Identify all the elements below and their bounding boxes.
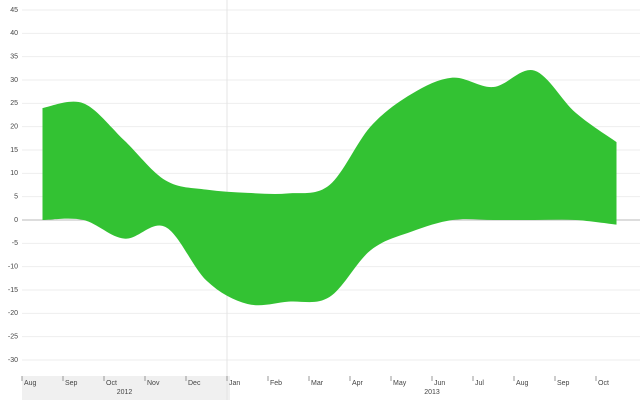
y-tick-label: 45 [10,7,18,14]
y-tick-label: 25 [10,100,18,107]
y-tick-label: 5 [14,194,18,201]
x-group-label: 2012 [117,389,133,396]
y-tick-label: 15 [10,147,18,154]
x-tick-label: Feb [270,380,282,387]
y-tick-label: -10 [8,264,18,271]
x-tick-label: Aug [24,380,37,387]
x-tick-label: Mar [311,380,324,387]
x-tick-label: Nov [147,380,160,387]
y-tick-label: 0 [14,217,18,224]
y-tick-label: 10 [10,170,18,177]
x-tick-label: Jan [229,380,240,387]
x-tick-label: Jun [434,380,445,387]
x-tick-label: Oct [106,380,117,387]
x-group-label: 2013 [424,389,440,396]
x-tick-label: Oct [598,380,609,387]
y-tick-label: -25 [8,334,18,341]
y-tick-label: 40 [10,30,18,37]
x-tick-label: May [393,380,407,387]
y-tick-label: -15 [8,287,18,294]
x-tick-label: Sep [557,380,570,387]
y-tick-label: 35 [10,54,18,61]
y-tick-label: 30 [10,77,18,84]
y-tick-label: 20 [10,124,18,131]
x-tick-label: Dec [188,380,201,387]
x-tick-label: Sep [65,380,78,387]
y-tick-label: -5 [12,240,18,247]
y-tick-label: -30 [8,357,18,364]
year-band [22,376,230,400]
x-tick-label: Aug [516,380,529,387]
range-area [42,70,617,306]
y-tick-label: -20 [8,310,18,317]
x-tick-label: Apr [352,380,364,387]
x-tick-label: Jul [475,380,484,387]
